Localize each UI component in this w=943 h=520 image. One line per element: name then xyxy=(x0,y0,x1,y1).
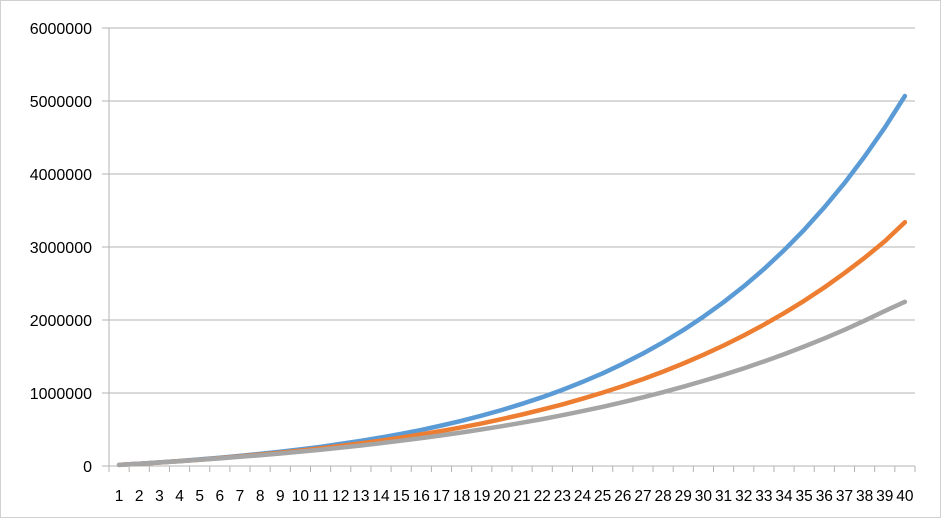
x-tick-label: 10 xyxy=(292,488,310,505)
series-3 xyxy=(116,299,908,468)
y-tick-label: 3000000 xyxy=(30,240,92,257)
y-tick-label: 6000000 xyxy=(30,21,92,38)
x-tick-label: 7 xyxy=(236,488,245,505)
x-tick-label: 40 xyxy=(896,488,914,505)
x-tick-label: 2 xyxy=(135,488,144,505)
y-tick-label: 5000000 xyxy=(30,94,92,111)
x-tick-label: 26 xyxy=(614,488,631,505)
x-tick-label: 14 xyxy=(372,488,390,505)
y-tick-label: 0 xyxy=(83,459,92,476)
x-tick-label: 34 xyxy=(775,488,793,505)
x-tick-label: 30 xyxy=(695,488,713,505)
series-line xyxy=(116,299,908,468)
x-tick-label: 23 xyxy=(554,488,571,505)
y-tick-label: 1000000 xyxy=(30,386,92,403)
x-tick-label: 16 xyxy=(413,488,430,505)
x-tick-label: 25 xyxy=(594,488,611,505)
x-tick-label: 5 xyxy=(195,488,204,505)
x-tick-label: 20 xyxy=(493,488,511,505)
x-tick-label: 22 xyxy=(534,488,551,505)
x-tick-label: 35 xyxy=(796,488,813,505)
x-tick-label: 32 xyxy=(735,488,752,505)
x-tick-label: 33 xyxy=(755,488,772,505)
x-tick-label: 4 xyxy=(175,488,184,505)
x-tick-label: 29 xyxy=(675,488,692,505)
x-tick-label: 19 xyxy=(473,488,490,505)
x-tick-label: 6 xyxy=(216,488,225,505)
x-tick-label: 37 xyxy=(836,488,853,505)
x-tick-label: 9 xyxy=(276,488,285,505)
x-tick-label: 27 xyxy=(634,488,651,505)
x-tick-label: 8 xyxy=(256,488,265,505)
x-tick-label: 31 xyxy=(715,488,732,505)
x-tick-label: 12 xyxy=(332,488,349,505)
x-tick-label: 3 xyxy=(155,488,164,505)
x-tick-label: 11 xyxy=(313,488,329,505)
x-tick-label: 15 xyxy=(393,488,410,505)
x-tick-label: 39 xyxy=(876,488,893,505)
x-tick-label: 21 xyxy=(513,488,530,505)
x-tick-label: 13 xyxy=(352,488,369,505)
x-tick-label: 18 xyxy=(453,488,470,505)
x-tick-label: 38 xyxy=(856,488,873,505)
x-tick-label: 24 xyxy=(574,488,592,505)
y-tick-label: 2000000 xyxy=(30,313,92,330)
y-tick-label: 4000000 xyxy=(30,167,92,184)
x-tick-label: 17 xyxy=(433,488,450,505)
x-tick-label: 1 xyxy=(115,488,124,505)
x-tick-label: 28 xyxy=(655,488,672,505)
x-tick-label: 36 xyxy=(816,488,833,505)
